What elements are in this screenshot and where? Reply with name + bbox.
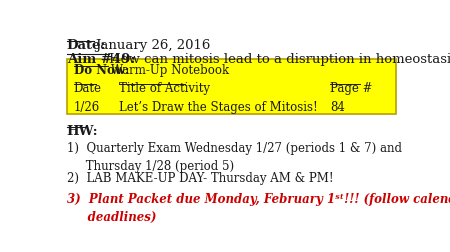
Text: Warm-Up Notebook: Warm-Up Notebook bbox=[111, 64, 230, 77]
Text: HW:: HW: bbox=[67, 124, 99, 137]
Text: 3)  Plant Packet due Monday, February 1ˢᵗ!!! (follow calendar of
     deadlines): 3) Plant Packet due Monday, February 1ˢᵗ… bbox=[67, 192, 450, 223]
Text: 1/26: 1/26 bbox=[74, 101, 100, 113]
Text: Date: Date bbox=[74, 82, 102, 95]
Text: Page #: Page # bbox=[330, 82, 373, 95]
FancyBboxPatch shape bbox=[67, 59, 396, 115]
Text: 84: 84 bbox=[330, 101, 345, 113]
Text: How can mitosis lead to a disruption in homeostasis?: How can mitosis lead to a disruption in … bbox=[109, 53, 450, 66]
Text: Date:: Date: bbox=[67, 39, 106, 52]
Text: Aim #49:: Aim #49: bbox=[67, 53, 135, 66]
Text: Do Now:: Do Now: bbox=[74, 64, 129, 77]
Text: January 26, 2016: January 26, 2016 bbox=[95, 39, 211, 52]
Text: 1)  Quarterly Exam Wednesday 1/27 (periods 1 & 7) and
     Thursday 1/28 (period: 1) Quarterly Exam Wednesday 1/27 (period… bbox=[67, 142, 402, 172]
Text: Title of Activity: Title of Activity bbox=[119, 82, 210, 95]
Text: Let’s Draw the Stages of Mitosis!: Let’s Draw the Stages of Mitosis! bbox=[119, 101, 318, 113]
Text: 2)  LAB MAKE-UP DAY- Thursday AM & PM!: 2) LAB MAKE-UP DAY- Thursday AM & PM! bbox=[67, 171, 333, 184]
